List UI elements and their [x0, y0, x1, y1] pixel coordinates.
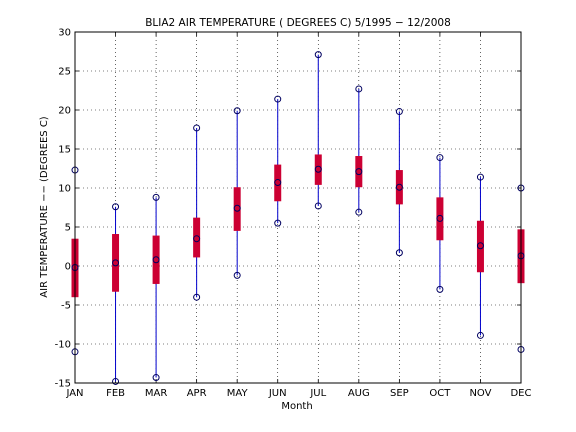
- min-marker: [355, 208, 363, 216]
- grid: [74, 31, 522, 384]
- y-tick-label: 5: [65, 223, 71, 234]
- y-tick-label: 10: [58, 184, 71, 195]
- plot-frame: [74, 31, 522, 384]
- iqr-box: [355, 156, 363, 188]
- median-marker: [233, 204, 241, 212]
- max-marker: [436, 154, 444, 162]
- max-marker: [314, 51, 322, 59]
- x-tick-label: AUG: [348, 388, 370, 399]
- x-tick-label: MAR: [145, 388, 167, 399]
- iqr-box: [395, 170, 403, 205]
- x-tick-label: SEP: [390, 388, 409, 399]
- min-marker: [193, 293, 201, 301]
- min-marker: [476, 331, 484, 339]
- iqr-box: [112, 234, 120, 292]
- max-marker: [274, 95, 282, 103]
- max-marker: [233, 107, 241, 115]
- x-axis-label: Month: [281, 401, 312, 412]
- y-tick-label: 15: [58, 145, 71, 156]
- max-marker: [355, 85, 363, 93]
- x-tick-label: MAY: [227, 388, 249, 399]
- y-tick-label: -10: [55, 340, 71, 351]
- iqr-box: [436, 197, 444, 241]
- min-marker: [314, 202, 322, 210]
- x-tick-label: NOV: [469, 388, 491, 399]
- min-marker: [395, 249, 403, 257]
- x-tick-label: JAN: [65, 388, 83, 399]
- min-marker: [274, 219, 282, 227]
- chart-title: BLIA2 AIR TEMPERATURE ( DEGREES C) 5/199…: [145, 17, 451, 29]
- y-tick-label: 30: [58, 28, 71, 39]
- y-tick-label: -5: [61, 301, 71, 312]
- max-marker: [112, 203, 120, 211]
- x-tick-label: FEB: [106, 388, 125, 399]
- median-marker: [395, 183, 403, 191]
- iqr-box: [314, 154, 322, 185]
- median-marker: [436, 214, 444, 222]
- min-marker: [152, 374, 160, 382]
- min-marker: [112, 377, 120, 385]
- min-marker: [233, 271, 241, 279]
- median-marker: [152, 256, 160, 264]
- x-tick-label: DEC: [510, 388, 531, 399]
- iqr-box: [193, 217, 201, 258]
- max-marker: [152, 193, 160, 201]
- iqr-box: [274, 164, 282, 202]
- iqr-box: [233, 187, 241, 231]
- x-tick-label: JUN: [268, 388, 287, 399]
- y-axis-label: AIR TEMPERATURE −− (DEGREES C): [39, 116, 50, 298]
- median-marker: [355, 168, 363, 176]
- y-tick-label: 25: [58, 67, 71, 78]
- y-tick-label: -15: [55, 379, 71, 390]
- x-tick-label: APR: [187, 388, 207, 399]
- ticks: -15 -10 -5 0 5 10 15 20 25 30 JAN FEB MAR APR MAY JUN JU…: [55, 28, 532, 400]
- max-marker: [395, 108, 403, 116]
- max-marker: [476, 173, 484, 181]
- iqr-box: [152, 235, 160, 284]
- min-marker: [436, 285, 444, 293]
- median-marker: [193, 235, 201, 243]
- x-tick-label: JUL: [309, 388, 326, 399]
- median-marker: [274, 179, 282, 187]
- max-marker: [193, 124, 201, 132]
- plot-marks: [71, 51, 525, 385]
- y-tick-label: 0: [65, 262, 71, 273]
- y-tick-label: 20: [58, 106, 71, 117]
- x-tick-label: OCT: [429, 388, 451, 399]
- median-marker: [112, 259, 120, 267]
- median-marker: [476, 242, 484, 250]
- iqr-box: [476, 220, 484, 273]
- median-marker: [314, 165, 322, 173]
